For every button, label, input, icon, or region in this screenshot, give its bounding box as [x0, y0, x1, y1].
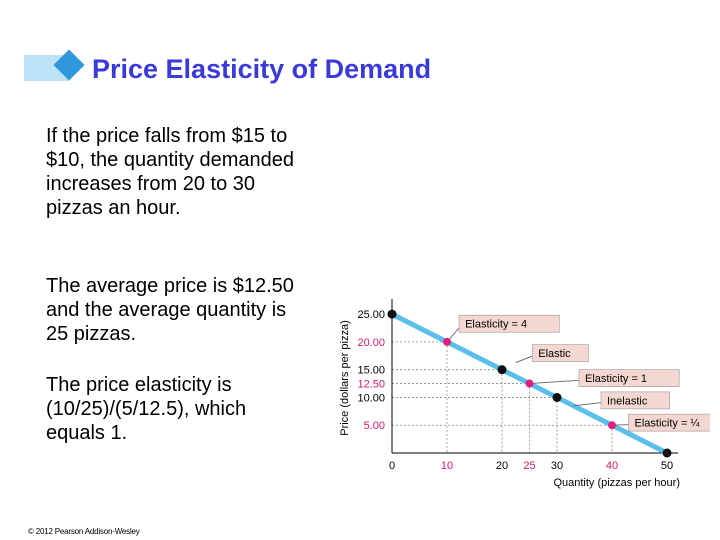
annotation-label-1: Elastic	[538, 348, 571, 360]
data-point-4	[552, 392, 562, 402]
y-tick-label-0: 25.00	[357, 309, 385, 321]
annotation-label-4: Elasticity = ¼	[635, 418, 701, 430]
x-tick-label-0: 0	[389, 460, 395, 472]
annotation-leader-3	[573, 401, 604, 407]
slide-title: Price Elasticity of Demand	[92, 54, 432, 84]
annotation-box-2	[578, 369, 680, 387]
y-tick-label-2: 15.00	[357, 365, 385, 377]
x-tick-label-2: 20	[496, 460, 508, 472]
data-point-2	[497, 365, 507, 375]
y-axis-label: Price (dollars per pizza)	[339, 320, 351, 436]
data-point-6	[662, 448, 672, 458]
data-point-3	[525, 379, 534, 388]
y-tick-label-5: 5.00	[364, 420, 385, 432]
annotation-box-0	[458, 314, 560, 333]
y-tick-label-4: 10.00	[357, 392, 385, 404]
y-tick-label-1: 20.00	[357, 337, 385, 349]
data-point-0	[387, 309, 397, 319]
guide-lines	[392, 341, 613, 453]
annotation-label-2: Elasticity = 1	[585, 373, 647, 385]
annotation-leader-2	[529, 379, 582, 385]
x-tick-label-1: 10	[441, 460, 453, 472]
data-point-1	[443, 337, 451, 346]
data-points	[387, 309, 672, 458]
annotation-leader-1	[515, 354, 535, 364]
y-tick-label-3: 12.50	[357, 379, 385, 391]
annotation-label-0: Elasticity = 4	[465, 319, 527, 331]
paragraph-elasticity-result: The price elasticity is (10/25)/(5/12.5)…	[46, 374, 247, 444]
data-point-5	[608, 421, 616, 430]
annotations: Elasticity = 4 Elastic Elasticity = 1 Inela…	[446, 314, 710, 432]
annotation-label-3: Inelastic	[607, 395, 648, 407]
paragraph-averages: The average price is $12.50 and the aver…	[46, 275, 294, 345]
x-tick-label-5: 40	[606, 460, 618, 472]
annotation-box-4	[628, 413, 710, 432]
x-tick-label-6: 50	[661, 460, 673, 472]
annotation-box-1	[531, 344, 589, 362]
x-axis-label: Quantity (pizzas per hour)	[553, 477, 680, 489]
annotation-box-3	[600, 391, 670, 410]
slide-title-block: Price Elasticity of Demand	[24, 49, 584, 90]
copyright-notice: © 2012 Pearson Addison-Wesley	[28, 527, 140, 536]
x-tick-label-4: 30	[551, 460, 563, 472]
paragraph-price-change: If the price falls from $15 to $10, the …	[46, 125, 294, 219]
x-tick-label-3: 25	[523, 460, 535, 472]
